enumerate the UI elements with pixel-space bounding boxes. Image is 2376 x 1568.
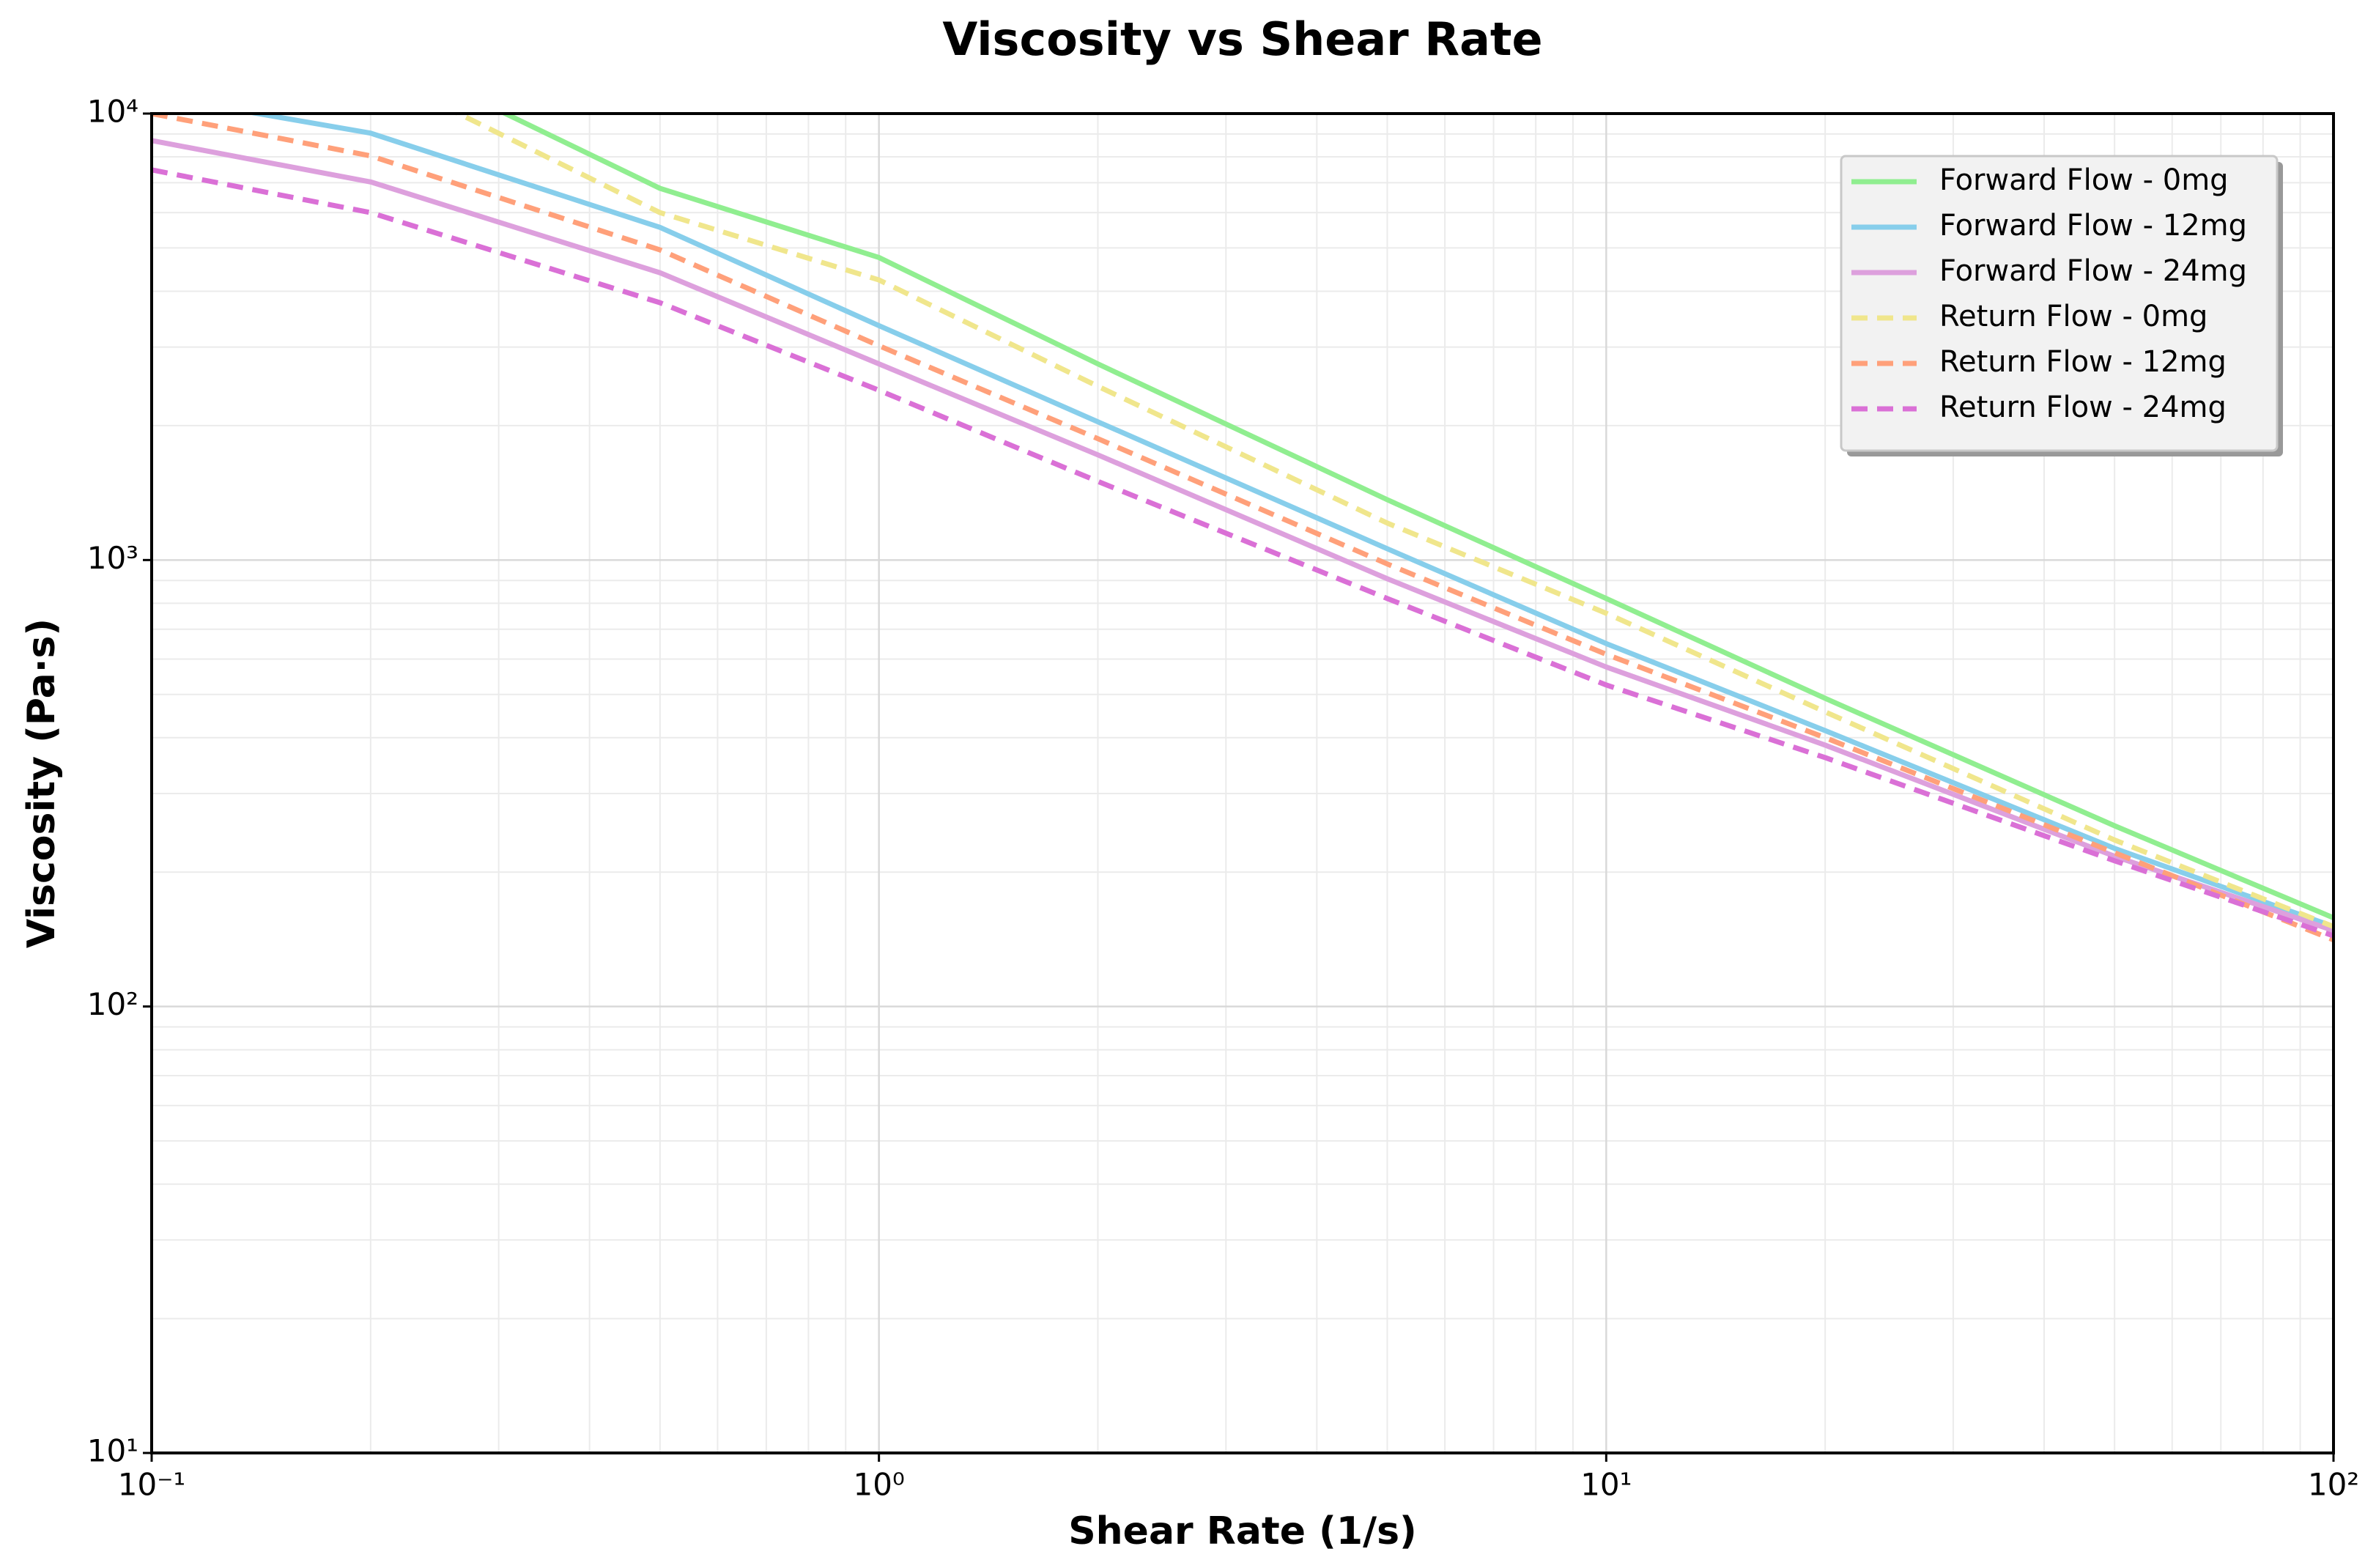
legend-label: Forward Flow - 12mg: [1939, 209, 2247, 243]
legend-box: [1840, 155, 2279, 452]
x-axis-label: Shear Rate (1/s): [1068, 1509, 1417, 1553]
x-tick-label: 10⁰: [854, 1467, 905, 1503]
legend-label: Forward Flow - 24mg: [1939, 254, 2247, 288]
ticks: 10⁻¹ 10⁰ 10¹ 10² 10¹ 10² 10³ 10⁴: [87, 94, 2359, 1503]
series-line: [152, 167, 2334, 939]
x-tick-label: 10²: [2308, 1467, 2359, 1503]
x-tick-label: 10⁻¹: [118, 1467, 185, 1503]
chart-title: Viscosity vs Shear Rate: [942, 12, 1542, 66]
series-line: [499, 114, 2334, 920]
y-axis-label: Viscosity (Pa·s): [20, 618, 64, 948]
legend-label: Return Flow - 0mg: [1939, 300, 2207, 333]
y-tick-label: 10³: [87, 540, 138, 576]
legend-label: Forward Flow - 0mg: [1939, 163, 2229, 197]
y-tick-label: 10²: [87, 986, 138, 1022]
legend-label: Return Flow - 12mg: [1939, 345, 2227, 379]
legend: Forward Flow - 0mg Forward Flow - 12mg For…: [1840, 155, 2283, 456]
series-line: [152, 138, 2334, 933]
x-tick-label: 10¹: [1580, 1467, 1632, 1503]
series-line: [452, 114, 2334, 929]
legend-label: Return Flow - 24mg: [1939, 391, 2227, 424]
series-line: [243, 114, 2334, 929]
plot-frame: [150, 112, 2335, 1454]
y-tick-label: 10⁴: [87, 94, 138, 130]
series-line: [152, 114, 2334, 942]
y-tick-label: 10¹: [87, 1433, 138, 1469]
plot-lines: [152, 114, 2334, 942]
